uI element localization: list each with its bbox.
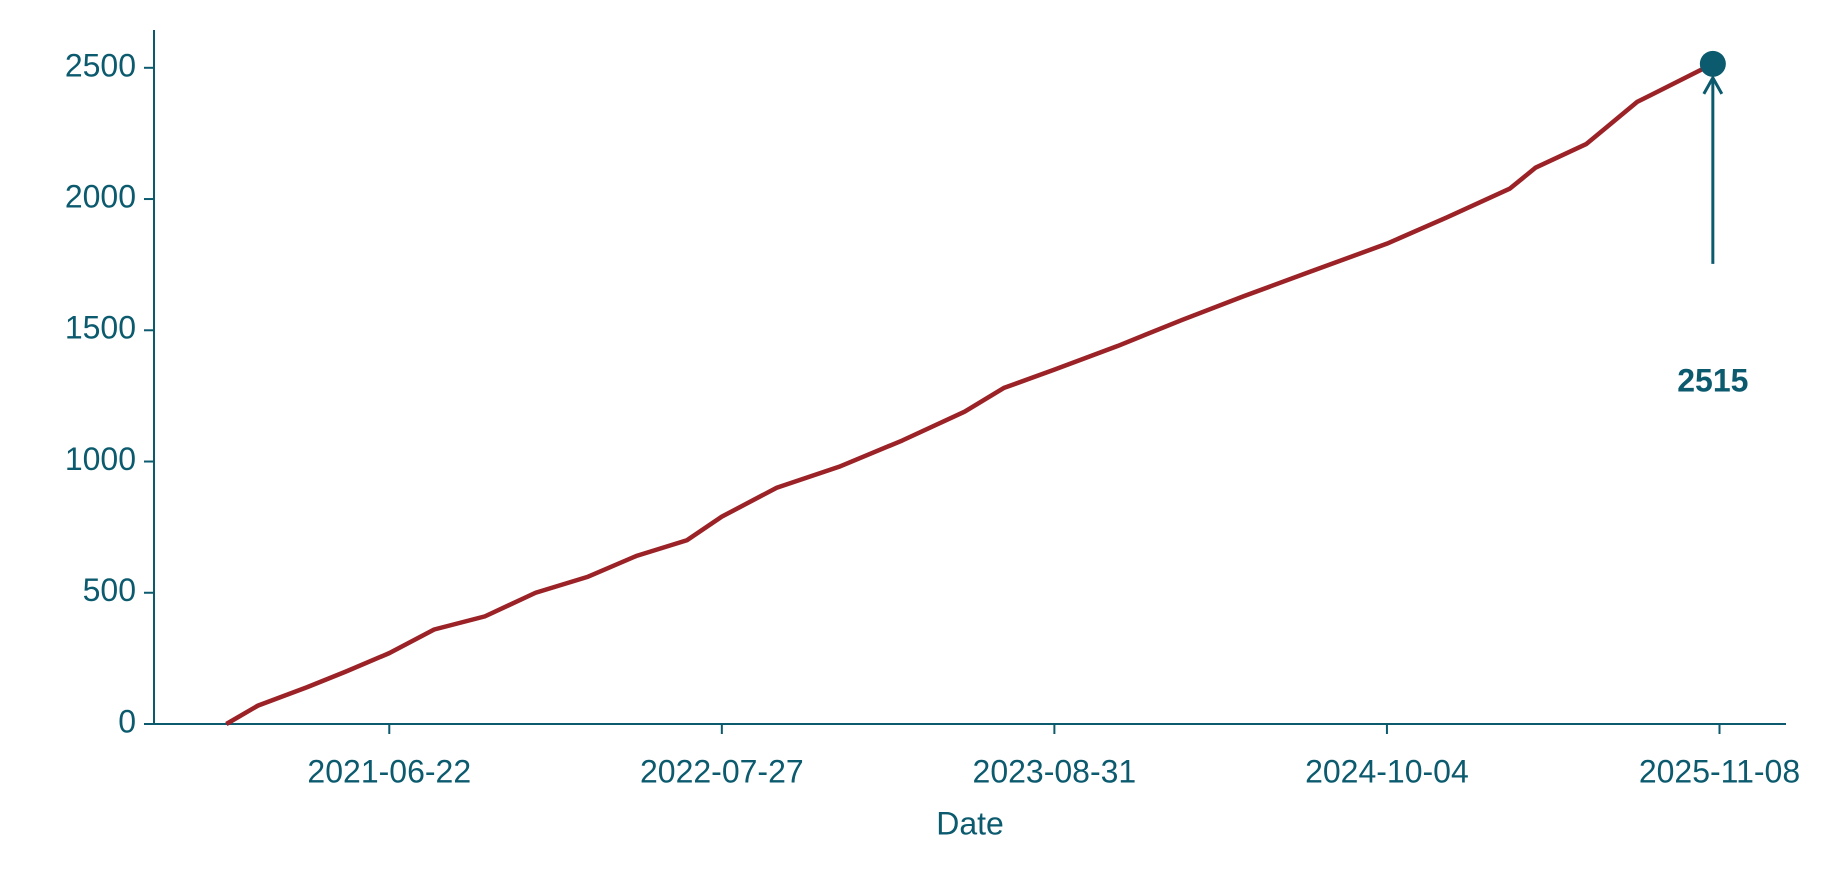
y-tick-label: 1500 (65, 310, 136, 346)
annotation-arrowhead (1702, 74, 1724, 95)
y-tick-label: 0 (118, 703, 136, 739)
x-tick-label: 2022-07-27 (640, 753, 804, 789)
y-tick-label: 1000 (65, 441, 136, 477)
data-line (225, 61, 1714, 726)
y-tick-label: 500 (83, 572, 136, 608)
end-marker (1699, 50, 1726, 77)
x-tick-label: 2023-08-31 (973, 753, 1137, 789)
y-tick-label: 2000 (65, 178, 136, 214)
x-tick-label: 2021-06-22 (307, 753, 471, 789)
y-tick-label: 2500 (65, 47, 136, 83)
x-tick-label: 2025-11-08 (1639, 753, 1800, 789)
x-tick-label: 2024-10-04 (1305, 753, 1469, 789)
x-axis-label: Date (936, 805, 1004, 841)
annotation-label: 2515 (1677, 362, 1748, 398)
